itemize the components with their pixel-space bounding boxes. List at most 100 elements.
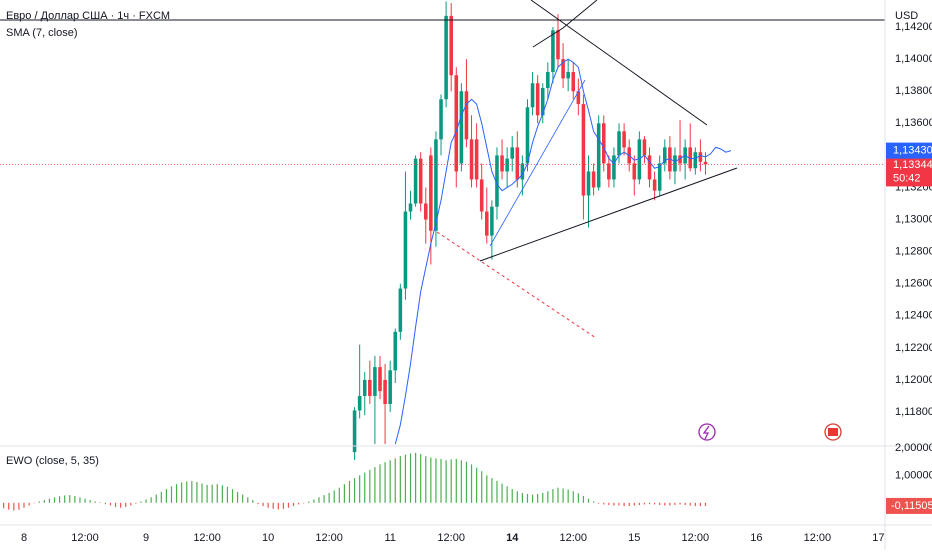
histogram-bar <box>338 487 340 503</box>
candle-body <box>352 410 357 453</box>
x-tick-label: 12:00 <box>315 532 343 544</box>
histogram-bar <box>557 487 559 503</box>
histogram-bar <box>8 502 10 510</box>
candle-body <box>525 107 530 164</box>
histogram-bar <box>552 489 554 503</box>
histogram-bar <box>689 502 691 506</box>
candle-body <box>637 139 642 180</box>
histogram-bar <box>664 502 666 506</box>
sma-label-box <box>886 142 932 159</box>
histogram-bar <box>608 502 610 505</box>
histogram-bar <box>526 494 529 503</box>
histogram-bar <box>399 456 401 503</box>
histogram-bar <box>33 502 35 504</box>
histogram-bar <box>165 489 168 503</box>
sma-line <box>394 58 732 445</box>
histogram-bar <box>237 491 239 503</box>
histogram-bar <box>201 483 203 503</box>
histogram-bar <box>638 502 640 505</box>
histogram-bar <box>420 453 422 503</box>
histogram-bar <box>369 469 371 503</box>
candle-body <box>423 203 428 220</box>
histogram-bar <box>613 502 615 506</box>
candle-body <box>546 72 550 89</box>
histogram-bar <box>577 493 579 503</box>
candle-body <box>657 163 662 191</box>
event-icon[interactable] <box>698 423 716 441</box>
candle-body <box>601 123 606 164</box>
histogram-bar <box>674 502 676 505</box>
histogram-bar <box>562 488 564 503</box>
histogram-bar <box>669 502 671 506</box>
y-tick-label: 1,00000 <box>895 469 932 481</box>
candle-body <box>403 211 408 289</box>
histogram-bar <box>135 502 137 504</box>
histogram-bar <box>125 502 127 507</box>
candle-body <box>581 104 586 196</box>
candle-body <box>520 163 525 180</box>
histogram-bar <box>491 478 493 503</box>
flag <box>828 428 838 436</box>
histogram-bar <box>23 502 25 508</box>
candle-body <box>673 155 677 172</box>
histogram-bar <box>79 497 81 503</box>
histogram-bar <box>394 458 396 503</box>
x-tick-label: 10 <box>262 532 274 544</box>
histogram-bar <box>328 492 330 503</box>
candle-body <box>357 395 362 411</box>
histogram-bar <box>74 495 76 503</box>
histogram-bar <box>308 501 310 503</box>
candle-body <box>561 59 565 79</box>
histogram-bar <box>425 456 427 503</box>
labels: 8 12:00 9 12:00 10 12:00 11 12:00 14 12:00 15 12:00… <box>21 21 932 544</box>
candle-body <box>515 147 520 180</box>
histogram-bar <box>114 502 117 507</box>
x-tick-label: 11 <box>384 532 395 544</box>
histogram-bar <box>582 495 585 503</box>
x-tick-label: 12:00 <box>437 532 465 544</box>
histogram-bar <box>643 502 646 505</box>
resistance-line <box>530 0 708 126</box>
candle-body <box>698 152 703 162</box>
histogram-bar <box>94 501 96 503</box>
histogram-bar <box>303 502 305 504</box>
indicator-label: SMA (7, close) <box>6 27 78 39</box>
candle-body <box>474 139 479 180</box>
histogram-bar <box>186 481 188 503</box>
x-tick-label: 16 <box>750 532 762 544</box>
histogram-bar <box>359 475 361 503</box>
histogram-bar <box>521 492 523 503</box>
histogram-bar <box>618 502 620 506</box>
histogram-bar <box>216 484 218 503</box>
candle-body <box>485 211 489 236</box>
histogram-bar <box>699 502 701 507</box>
candle-body <box>505 158 509 172</box>
drawings <box>0 0 885 441</box>
histogram-bar <box>3 502 5 509</box>
candle-body <box>434 139 438 231</box>
candle-body <box>551 30 555 73</box>
sma-label: 1,13430 <box>893 144 932 156</box>
histogram-bar <box>460 460 462 503</box>
candle-body <box>617 131 621 156</box>
histogram-bar <box>221 485 223 503</box>
histogram-bar <box>572 491 574 503</box>
candle-body <box>693 152 698 169</box>
price-label: 1,13344 <box>893 159 932 171</box>
candle-body <box>449 15 453 76</box>
candle-body <box>500 155 504 172</box>
candle-body <box>373 367 377 396</box>
projection-line <box>436 231 597 339</box>
x-tick-label: 12:00 <box>804 532 832 544</box>
candle-body <box>540 88 545 116</box>
histogram-bar <box>99 502 101 503</box>
histogram-bar <box>287 502 290 508</box>
histogram-bar <box>567 489 569 503</box>
histogram-bar <box>267 502 269 508</box>
countdown: 50:42 <box>893 172 921 184</box>
histogram-bar <box>211 484 213 503</box>
value-label-box <box>886 497 932 514</box>
histogram-bar <box>38 501 40 503</box>
candle-body <box>642 139 647 156</box>
histogram-bar <box>654 502 656 505</box>
